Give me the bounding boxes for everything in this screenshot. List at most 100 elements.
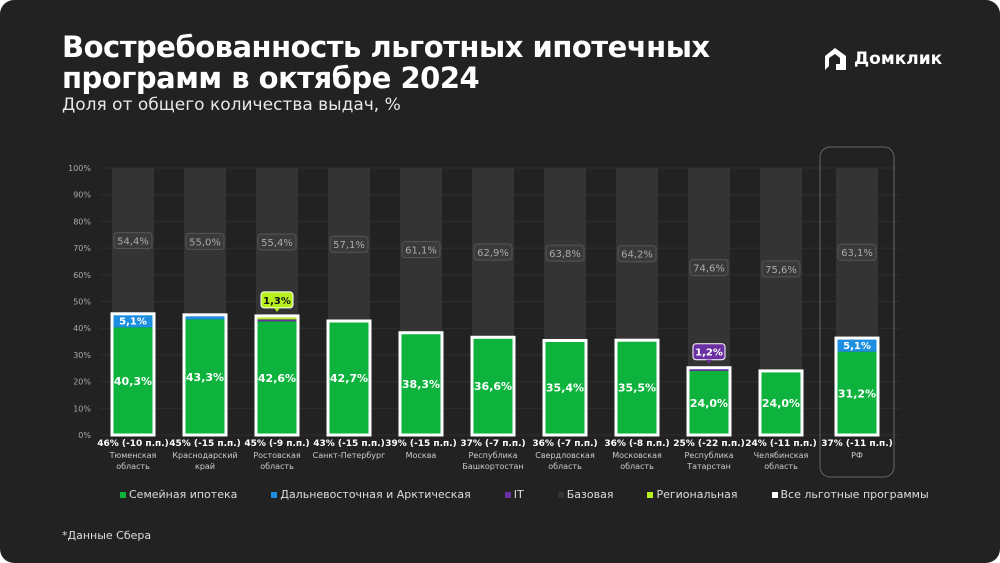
label-fareast: 5,1%: [119, 317, 147, 328]
label-family: 43,3%: [186, 371, 224, 384]
category-label: Республика: [468, 451, 517, 460]
callout-pointer: [274, 307, 280, 312]
bar-family: [400, 332, 442, 435]
footnote: *Данные Сбера: [62, 529, 152, 542]
category-label: РФ: [851, 451, 863, 460]
category-label: Тюменская: [109, 451, 157, 460]
legend-swatch: [120, 491, 126, 498]
legend-swatch: [557, 491, 564, 498]
legend-label: Все льготные программы: [780, 488, 929, 501]
label-base: 63,1%: [841, 248, 873, 259]
legend-item: Региональная: [647, 488, 738, 501]
base-label-box: [113, 232, 153, 250]
label-family: 42,7%: [330, 372, 368, 385]
label-family: 24,0%: [690, 397, 728, 410]
bar-family: [836, 351, 878, 435]
base-label-box: [185, 232, 225, 250]
label-base: 63,8%: [549, 249, 581, 260]
bar-total-outline: [542, 338, 588, 437]
callout-pointer: [706, 359, 712, 364]
legend-item: Дальневосточная и Арктическая: [271, 488, 471, 501]
bar-total-outline: [326, 319, 372, 437]
bar-it: [688, 367, 730, 371]
bar-total-outline: [758, 369, 804, 437]
legend-item: Все льготные программы: [771, 488, 929, 501]
chart-title: Востребованность льготных ипотечных прог…: [62, 30, 710, 95]
chart-subtitle: Доля от общего количества выдач, %: [62, 95, 401, 115]
y-tick-label: 50%: [73, 298, 91, 307]
label-base: 75,6%: [765, 265, 797, 276]
bar-fareast: [836, 338, 878, 352]
base-label-box: [689, 259, 729, 277]
bar-total-outline: [398, 331, 444, 437]
total-label: 43% (-15 п.п.): [313, 439, 385, 449]
y-tick-label: 100%: [68, 164, 91, 173]
category-label: Челябинская: [754, 451, 809, 460]
bar-total-outline: [614, 338, 660, 437]
bar-family: [256, 321, 298, 435]
bar-family: [328, 320, 370, 435]
total-label: 25% (-22 п.п.): [673, 439, 745, 449]
label-family: 36,6%: [474, 380, 512, 393]
label-base: 55,0%: [189, 237, 221, 248]
category-label: край: [195, 462, 215, 471]
label-family: 35,5%: [618, 382, 656, 395]
category-label: область: [116, 462, 150, 471]
category-label: область: [548, 462, 582, 471]
total-label: 36% (-7 п.п.): [532, 439, 597, 449]
y-tick-label: 0%: [78, 431, 91, 440]
total-label: 45% (-15 п.п.): [169, 439, 241, 449]
base-label-box: [473, 243, 513, 261]
category-label: область: [620, 462, 654, 471]
label-base: 61,1%: [405, 246, 437, 257]
y-tick-label: 70%: [73, 244, 91, 253]
base-label-box: [545, 244, 585, 262]
bar-regional: [256, 315, 298, 320]
label-base: 62,9%: [477, 248, 509, 259]
base-label-box: [401, 241, 441, 259]
bar-it: [256, 319, 298, 322]
base-label-box: [837, 243, 877, 261]
legend-item: Базовая: [557, 488, 614, 501]
label-family: 42,6%: [258, 372, 296, 385]
label-family: 31,2%: [838, 387, 876, 400]
legend-swatch: [771, 491, 778, 498]
bar-total-outline: [254, 314, 300, 437]
total-label: 46% (-10 п.п.): [97, 439, 169, 449]
label-base: 64,2%: [621, 250, 653, 261]
base-label-box: [329, 235, 369, 253]
bar-family: [688, 370, 730, 435]
label-family: 38,3%: [402, 378, 440, 391]
bar-family: [616, 340, 658, 435]
label-it: 1,2%: [695, 348, 723, 359]
category-label: Санкт-Петербург: [313, 451, 386, 460]
label-base: 55,4%: [261, 238, 293, 249]
y-tick-label: 30%: [73, 351, 91, 360]
legend-label: Базовая: [566, 488, 614, 501]
y-tick-label: 60%: [73, 271, 91, 280]
legend-label: Дальневосточная и Арктическая: [280, 488, 471, 501]
category-label: Краснодарский: [172, 451, 237, 460]
highlight-frame: [819, 146, 895, 478]
category-label: Московская: [612, 451, 662, 460]
bar-total-outline: [834, 336, 880, 437]
category-label: область: [260, 462, 294, 471]
label-base: 74,6%: [693, 264, 725, 275]
bar-family: [472, 337, 514, 435]
logo-text: Домклик: [854, 49, 943, 69]
total-label: 37% (-11 п.п.): [821, 439, 893, 449]
bar-family: [112, 327, 154, 435]
total-label: 39% (-15 п.п.): [385, 439, 457, 449]
total-label: 36% (-8 п.п.): [604, 439, 669, 449]
house-logo-icon: [825, 48, 846, 70]
bar-family: [544, 340, 586, 435]
base-label-box: [617, 245, 657, 263]
total-label: 37% (-7 п.п.): [460, 439, 525, 449]
category-label: Татарстан: [686, 462, 731, 471]
label-family: 24,0%: [762, 397, 800, 410]
y-tick-label: 80%: [73, 217, 91, 226]
label-base: 54,4%: [117, 237, 149, 248]
legend-swatch: [271, 491, 278, 498]
